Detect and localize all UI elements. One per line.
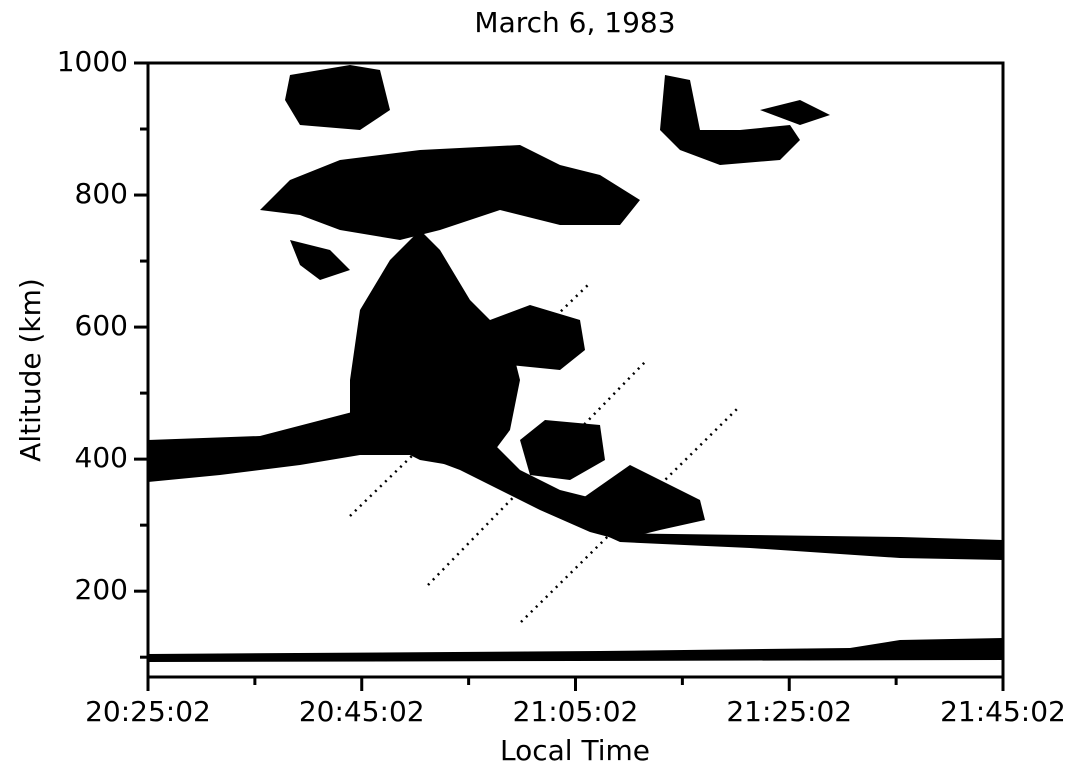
y-axis-label: Altitude (km) — [14, 278, 47, 462]
y-tick-label: 200 — [75, 573, 128, 606]
y-tick-label: 800 — [75, 177, 128, 210]
x-tick-label: 20:25:02 — [85, 695, 211, 728]
plot-frame — [146, 61, 1005, 679]
y-tick-label: 400 — [75, 441, 128, 474]
x-tick-label: 21:05:02 — [513, 695, 639, 728]
x-tick-label: 21:25:02 — [726, 695, 852, 728]
chart-title: March 6, 1983 — [474, 6, 675, 39]
x-axis-label: Local Time — [500, 734, 650, 767]
x-tick-label: 21:45:02 — [940, 695, 1066, 728]
y-tick-label: 1000 — [57, 45, 128, 78]
annotation-lines — [349, 282, 739, 623]
radar-echoes — [148, 65, 1003, 662]
x-tick-label: 20:45:02 — [299, 695, 425, 728]
y-tick-label: 600 — [75, 309, 128, 342]
